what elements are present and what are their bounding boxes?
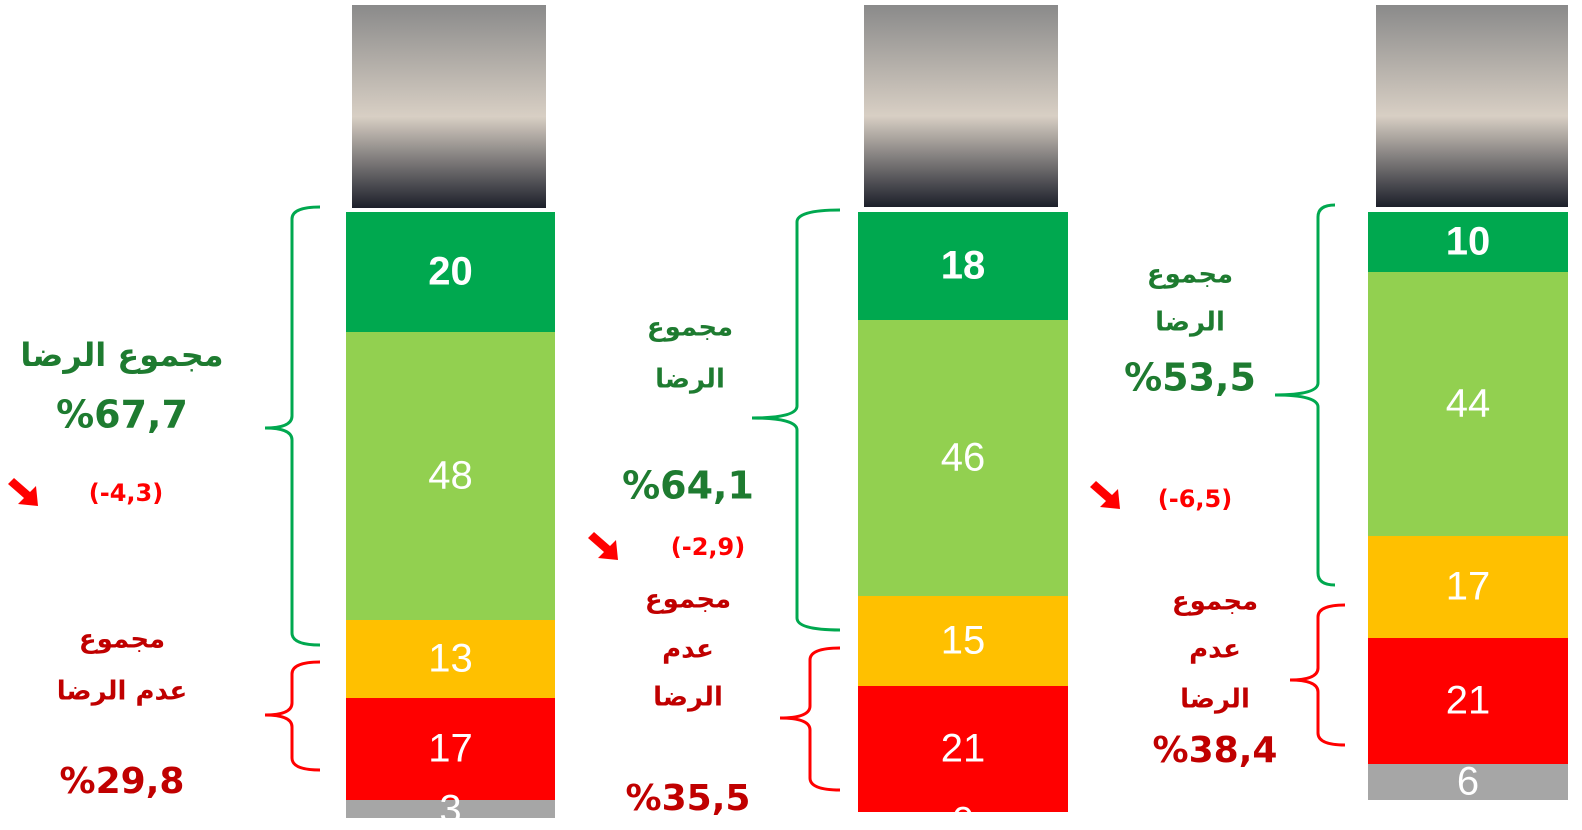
dissatisfied-label: مجموع [645, 585, 731, 615]
brace [779, 646, 841, 792]
segment-label: 21 [1446, 679, 1491, 723]
bar-segment [1368, 764, 1568, 800]
bar-segment [346, 212, 555, 332]
dissatisfied-total: %38,4 [1153, 730, 1278, 771]
bar-segment [346, 698, 555, 800]
satisfied-label: الرضا [1155, 308, 1225, 338]
brace [1274, 203, 1336, 587]
dissatisfied-label: الرضا [1180, 685, 1250, 715]
satisfied-total: %53,5 [1124, 356, 1256, 400]
change: (-6,5) [1158, 485, 1232, 513]
satisfied-label: مجموع [1147, 260, 1233, 290]
dissatisfied-label: عدم [1189, 635, 1241, 665]
segment-label: 17 [428, 727, 473, 771]
change: (-4,3) [89, 479, 163, 507]
brace [1289, 603, 1346, 747]
bar-segment [858, 320, 1068, 596]
segment-label: 0 [952, 800, 974, 830]
bar-segment [858, 596, 1068, 686]
bar-segment [346, 620, 555, 698]
dissatisfied-label: عدم [662, 635, 714, 665]
segment-label: 17 [1446, 565, 1491, 609]
photo [1376, 5, 1568, 207]
bar-segment [1368, 638, 1568, 764]
change: (-2,9) [671, 533, 745, 561]
bar-segment [346, 800, 555, 818]
down-arrow [588, 532, 618, 560]
photo [352, 5, 546, 208]
segment-label: 44 [1446, 382, 1491, 426]
segment-label: 21 [941, 727, 986, 771]
segment-label: 20 [428, 250, 473, 294]
bar-segment [346, 332, 555, 620]
segment-label: 15 [941, 619, 986, 663]
brace [751, 208, 841, 632]
bar-segment [858, 686, 1068, 812]
dissatisfied-total: %35,5 [626, 778, 751, 819]
dissatisfied-total: %29,8 [60, 761, 185, 802]
brace [264, 205, 321, 647]
satisfied-label: الرضا [655, 365, 725, 395]
bar-segment [858, 212, 1068, 320]
segment-label: 46 [941, 436, 986, 480]
bar-segment [1368, 536, 1568, 638]
segment-label: 48 [428, 454, 473, 498]
photo [864, 5, 1058, 207]
dissatisfied-label: الرضا [653, 683, 723, 713]
dissatisfied-label: عدم الرضا [57, 677, 188, 707]
bar-segment [1368, 212, 1568, 272]
satisfied-total: %64,1 [622, 464, 754, 508]
segment-label: 6 [1457, 760, 1479, 804]
down-arrow [8, 478, 38, 506]
dissatisfied-label: مجموع [79, 625, 165, 655]
segment-label: 13 [428, 637, 473, 681]
bar-segment [1368, 272, 1568, 536]
satisfied-label: مجموع [647, 313, 733, 343]
segment-label: 10 [1446, 220, 1491, 264]
segment-label: 18 [941, 244, 986, 288]
satisfied-total: %67,7 [56, 393, 188, 437]
segment-label: 3 [439, 788, 461, 830]
brace [264, 660, 321, 772]
satisfied-label: مجموع الرضا [20, 336, 223, 374]
down-arrow [1090, 481, 1120, 509]
dissatisfied-label: مجموع [1172, 587, 1258, 617]
